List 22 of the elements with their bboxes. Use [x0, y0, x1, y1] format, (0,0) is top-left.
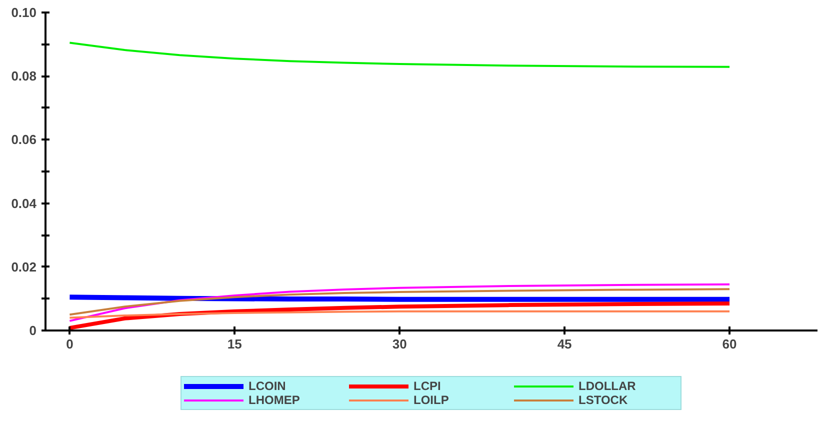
x-tick-label: 0	[66, 336, 74, 352]
line-series	[68, 283, 731, 322]
x-tick-label: 60	[722, 336, 737, 352]
legend-label: LOILP	[414, 393, 450, 407]
y-tick-label: 0.02	[11, 259, 37, 274]
line-series	[68, 301, 732, 330]
legend-label: LDOLLAR	[578, 379, 637, 393]
x-tick-label: 15	[227, 336, 242, 352]
y-tick-label: 0	[29, 323, 37, 338]
y-tick-label: 0.04	[11, 196, 38, 211]
x-tick-label: 45	[557, 336, 572, 352]
y-tick-label: 0.10	[11, 5, 37, 20]
legend-label: LCOIN	[248, 379, 287, 393]
y-tick-label: 0.08	[11, 68, 37, 84]
legend-label: LCPI	[414, 379, 442, 393]
legend-label: LHOMEP	[248, 393, 301, 407]
line-series	[68, 42, 731, 68]
line-series	[68, 310, 731, 319]
line-series	[68, 288, 731, 316]
y-tick-label: 0.06	[11, 132, 37, 148]
legend-label: LSTOCK	[578, 393, 629, 407]
x-tick-label: 30	[392, 336, 407, 352]
